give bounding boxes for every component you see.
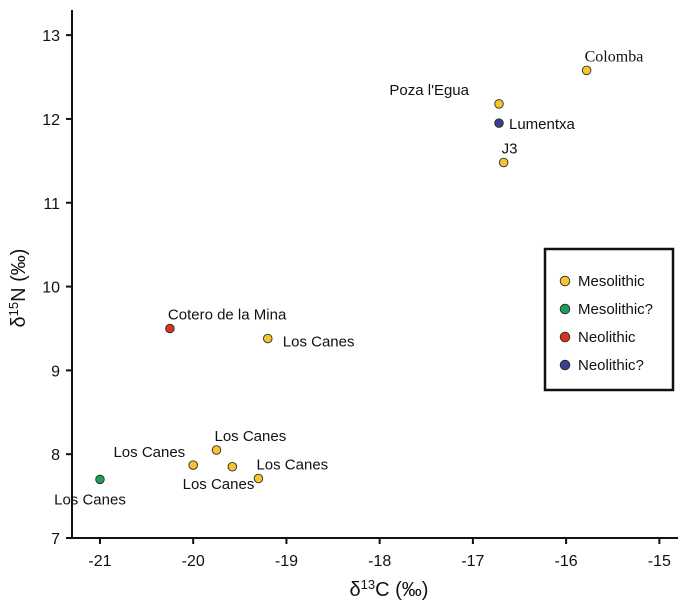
data-label-4: J3 xyxy=(502,141,518,158)
y-axis: 7 8 9 10 11 12 13 xyxy=(42,10,73,548)
x-tick-label: -16 xyxy=(555,553,578,570)
x-tick-label: -20 xyxy=(182,553,205,570)
legend-marker-4 xyxy=(559,359,571,371)
y-axis-title: δ15N (‰) xyxy=(6,249,31,328)
data-label-6: Los Canes xyxy=(283,334,355,351)
data-label-9: Los Canes xyxy=(183,476,255,493)
data-label-7: Los Canes xyxy=(215,428,287,445)
legend: Mesolithic Mesolithic? Neolithic Neolithic? xyxy=(543,247,675,392)
x-axis: -21 -20 -19 -18 -17 -16 -15 xyxy=(72,537,678,570)
data-label-3: Lumentxa xyxy=(509,116,576,133)
data-label-8: Los Canes xyxy=(113,444,185,461)
data-point-10 xyxy=(253,473,264,484)
y-tick-label: 9 xyxy=(51,363,60,380)
y-axis-title-sup: 15 xyxy=(6,302,21,316)
y-tick-label: 12 xyxy=(42,112,60,129)
y-axis-title-symbol: δ xyxy=(8,316,30,327)
x-axis-title-sup: 13 xyxy=(361,577,375,592)
legend-label-1: Mesolithic xyxy=(578,273,645,290)
legend-marker-3 xyxy=(559,331,571,343)
legend-label-4: Neolithic? xyxy=(578,357,644,374)
data-label-11: Los Canes xyxy=(54,491,126,508)
x-tick-label: -15 xyxy=(648,553,671,570)
legend-label-2: Mesolithic? xyxy=(578,301,653,318)
legend-label-3: Neolithic xyxy=(578,329,636,346)
data-point-5 xyxy=(165,323,175,334)
y-tick-label: 11 xyxy=(43,196,60,213)
legend-marker-2 xyxy=(559,303,571,315)
data-label-1: Colomba xyxy=(585,48,644,65)
y-tick-label: 10 xyxy=(42,280,60,297)
x-axis-title: δ13C (‰) xyxy=(350,577,429,602)
data-label-10: Los Canes xyxy=(256,456,328,473)
data-point-2 xyxy=(494,99,504,109)
point-labels: Colomba Poza l'Egua Lumentxa J3 Cotero de la… xyxy=(54,48,643,508)
data-point-9 xyxy=(227,462,238,472)
data-label-2: Poza l'Egua xyxy=(389,82,469,99)
data-label-5: Cotero de la Mina xyxy=(168,306,287,323)
x-tick-label: -18 xyxy=(368,553,391,570)
x-axis-title-rest: C (‰) xyxy=(375,579,428,601)
data-points xyxy=(95,65,592,485)
data-point-1 xyxy=(581,65,592,76)
data-point-4 xyxy=(498,157,509,168)
data-point-3 xyxy=(494,118,504,128)
data-point-11 xyxy=(95,474,105,485)
x-tick-label: -21 xyxy=(88,553,111,570)
x-tick-label: -19 xyxy=(275,553,298,570)
legend-marker-1 xyxy=(559,275,571,287)
y-axis-title-rest: N (‰) xyxy=(8,249,30,302)
x-axis-title-symbol: δ xyxy=(350,579,361,601)
data-point-8 xyxy=(188,460,198,470)
y-tick-label: 13 xyxy=(42,28,60,45)
x-tick-label: -17 xyxy=(461,553,484,570)
data-point-6 xyxy=(263,333,273,344)
y-tick-label: 8 xyxy=(51,447,60,464)
data-point-7 xyxy=(211,445,222,455)
y-tick-label: 7 xyxy=(51,531,60,548)
